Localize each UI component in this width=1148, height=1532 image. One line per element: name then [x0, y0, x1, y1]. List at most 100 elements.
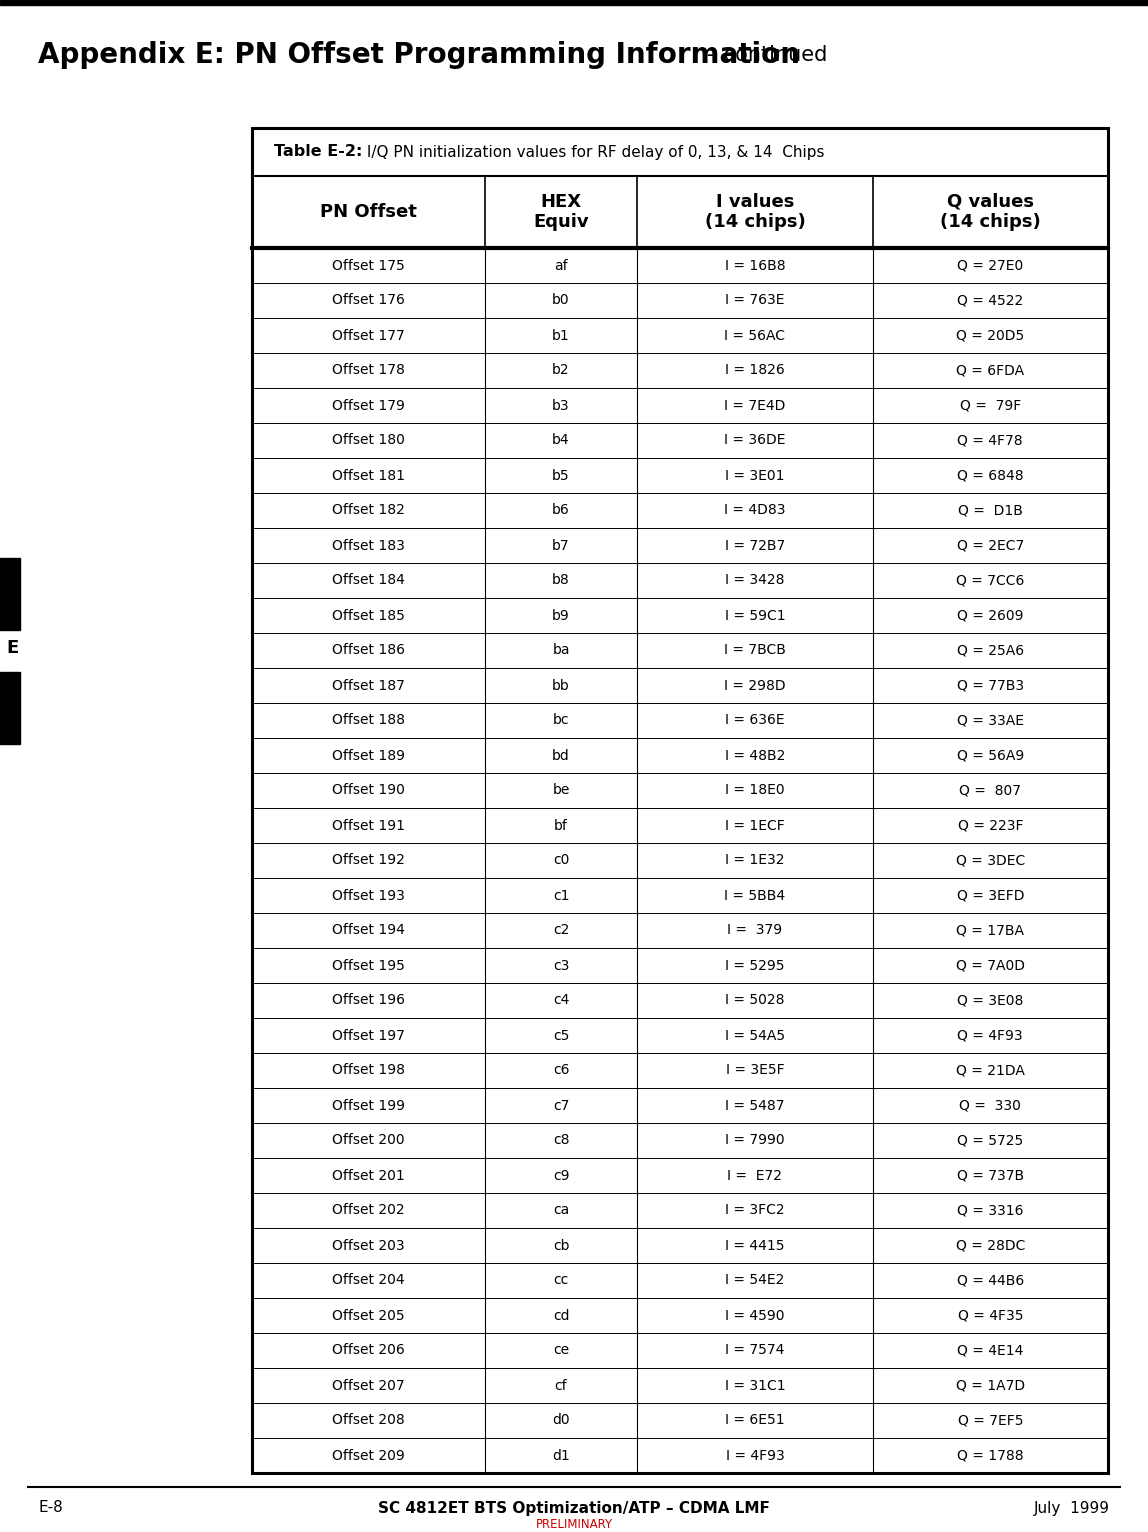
Text: Q = 2609: Q = 2609: [957, 608, 1024, 622]
Text: Appendix E: PN Offset Programming Information: Appendix E: PN Offset Programming Inform…: [38, 41, 800, 69]
Text: Q = 3316: Q = 3316: [957, 1204, 1024, 1218]
Text: I = 3FC2: I = 3FC2: [726, 1204, 785, 1218]
Text: Q = 737B: Q = 737B: [956, 1169, 1024, 1183]
Text: I = 59C1: I = 59C1: [724, 608, 785, 622]
Text: Offset 180: Offset 180: [332, 434, 405, 447]
Text: Q = 6FDA: Q = 6FDA: [956, 363, 1024, 377]
Text: I/Q PN initialization values for RF delay of 0, 13, & 14  Chips: I/Q PN initialization values for RF dela…: [362, 144, 824, 159]
Text: c8: c8: [553, 1134, 569, 1147]
Text: Offset 190: Offset 190: [332, 783, 405, 798]
Text: Q = 33AE: Q = 33AE: [956, 714, 1024, 728]
Text: I = 48B2: I = 48B2: [724, 749, 785, 763]
Text: Q = 4F78: Q = 4F78: [957, 434, 1023, 447]
Text: cb: cb: [553, 1238, 569, 1253]
Text: cd: cd: [553, 1308, 569, 1322]
Text: c5: c5: [553, 1028, 569, 1042]
Text: Offset 178: Offset 178: [332, 363, 405, 377]
Text: Offset 179: Offset 179: [332, 398, 405, 412]
Text: Q =  807: Q = 807: [960, 783, 1022, 798]
Bar: [253, 129, 1108, 1472]
Text: E-8: E-8: [38, 1500, 63, 1515]
Text: Q = 223F: Q = 223F: [957, 818, 1023, 832]
Text: Q = 20D5: Q = 20D5: [956, 328, 1024, 343]
Text: bd: bd: [552, 749, 569, 763]
Text: Q = 5725: Q = 5725: [957, 1134, 1023, 1147]
Text: Q = 77B3: Q = 77B3: [956, 679, 1024, 692]
Text: I = 54E2: I = 54E2: [726, 1273, 784, 1287]
Bar: [0, 0, 1148, 5]
Text: Offset 186: Offset 186: [332, 643, 405, 657]
Text: Offset 200: Offset 200: [332, 1134, 405, 1147]
Text: I = 4590: I = 4590: [726, 1308, 784, 1322]
Text: I = 5028: I = 5028: [726, 993, 784, 1008]
Text: Q = 27E0: Q = 27E0: [957, 259, 1023, 273]
Text: Q =  79F: Q = 79F: [960, 398, 1021, 412]
Text: Q = 1788: Q = 1788: [957, 1448, 1024, 1463]
Text: I = 54A5: I = 54A5: [724, 1028, 785, 1042]
Text: Offset 208: Offset 208: [332, 1414, 405, 1428]
Text: b2: b2: [552, 363, 569, 377]
Text: b8: b8: [552, 573, 569, 587]
Text: ce: ce: [553, 1344, 569, 1357]
Text: I = 3428: I = 3428: [726, 573, 784, 587]
Text: ba: ba: [552, 643, 569, 657]
Text: Q = 56A9: Q = 56A9: [956, 749, 1024, 763]
Text: c4: c4: [553, 993, 569, 1008]
Text: cc: cc: [553, 1273, 568, 1287]
Text: Offset 182: Offset 182: [332, 504, 405, 518]
Text: Offset 197: Offset 197: [332, 1028, 405, 1042]
Text: I = 3E5F: I = 3E5F: [726, 1063, 784, 1077]
Text: I = 7990: I = 7990: [726, 1134, 785, 1147]
Text: Q = 2EC7: Q = 2EC7: [956, 539, 1024, 553]
Text: SC 4812ET BTS Optimization/ATP – CDMA LMF: SC 4812ET BTS Optimization/ATP – CDMA LM…: [378, 1500, 770, 1515]
Text: Q = 17BA: Q = 17BA: [956, 924, 1024, 938]
Text: bf: bf: [554, 818, 568, 832]
Text: Offset 209: Offset 209: [332, 1448, 405, 1463]
Text: Q values
(14 chips): Q values (14 chips): [940, 193, 1041, 231]
Text: I = 36DE: I = 36DE: [724, 434, 785, 447]
Text: Offset 194: Offset 194: [332, 924, 405, 938]
Text: d1: d1: [552, 1448, 569, 1463]
Text: Offset 195: Offset 195: [332, 959, 405, 973]
Text: Q = 4522: Q = 4522: [957, 294, 1023, 308]
Text: Q = 1A7D: Q = 1A7D: [956, 1379, 1025, 1393]
Text: I = 1ECF: I = 1ECF: [726, 818, 785, 832]
Text: Q = 3EFD: Q = 3EFD: [956, 889, 1024, 902]
Text: Q = 6848: Q = 6848: [957, 469, 1024, 483]
Text: Q = 4F35: Q = 4F35: [957, 1308, 1023, 1322]
Text: cf: cf: [554, 1379, 567, 1393]
Text: I = 18E0: I = 18E0: [726, 783, 785, 798]
Text: Offset 176: Offset 176: [332, 294, 405, 308]
Text: I = 298D: I = 298D: [724, 679, 785, 692]
Text: PN Offset: PN Offset: [320, 204, 417, 221]
Text: c3: c3: [553, 959, 569, 973]
Text: Offset 203: Offset 203: [332, 1238, 405, 1253]
Text: Q = 4F93: Q = 4F93: [957, 1028, 1023, 1042]
Text: HEX
Equiv: HEX Equiv: [533, 193, 589, 231]
Text: Offset 199: Offset 199: [332, 1098, 405, 1112]
Text: Offset 184: Offset 184: [332, 573, 405, 587]
Text: c1: c1: [553, 889, 569, 902]
Text: Offset 198: Offset 198: [332, 1063, 405, 1077]
Text: Q = 25A6: Q = 25A6: [956, 643, 1024, 657]
Text: Offset 193: Offset 193: [332, 889, 405, 902]
Text: Offset 177: Offset 177: [332, 328, 405, 343]
Text: PRELIMINARY: PRELIMINARY: [535, 1518, 613, 1530]
Text: c7: c7: [553, 1098, 569, 1112]
Text: I = 4415: I = 4415: [726, 1238, 784, 1253]
Text: Q = 28DC: Q = 28DC: [955, 1238, 1025, 1253]
Text: E: E: [6, 639, 18, 657]
Bar: [0, 673, 20, 745]
Text: I = 1E32: I = 1E32: [726, 853, 784, 867]
Text: I = 1826: I = 1826: [726, 363, 785, 377]
Text: I = 5BB4: I = 5BB4: [724, 889, 785, 902]
Text: c9: c9: [553, 1169, 569, 1183]
Text: b6: b6: [552, 504, 569, 518]
Text: Offset 175: Offset 175: [332, 259, 405, 273]
Text: I =  379: I = 379: [728, 924, 783, 938]
Text: b9: b9: [552, 608, 569, 622]
Text: I = 7BCB: I = 7BCB: [724, 643, 786, 657]
Text: b5: b5: [552, 469, 569, 483]
Text: I values
(14 chips): I values (14 chips): [705, 193, 805, 231]
Text: Q = 3E08: Q = 3E08: [957, 993, 1024, 1008]
